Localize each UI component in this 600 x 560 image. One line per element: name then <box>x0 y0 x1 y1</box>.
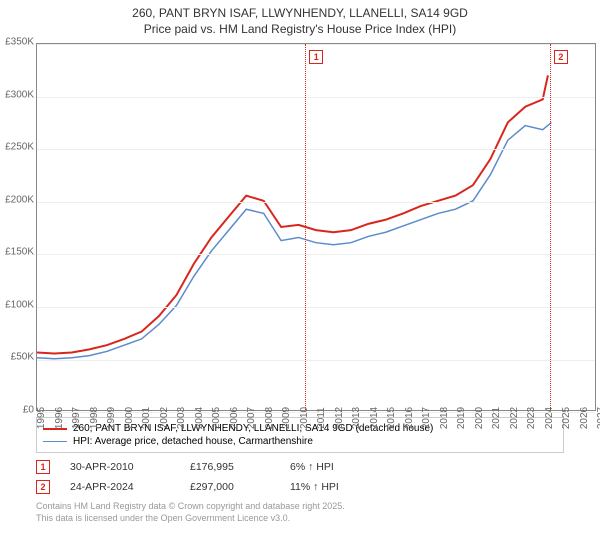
sale-marker-line-1 <box>305 44 306 410</box>
x-tick-label: 2024 <box>544 407 555 429</box>
x-tick-label: 2012 <box>334 407 345 429</box>
x-tick-label: 1999 <box>106 407 117 429</box>
legend-label-hpi: HPI: Average price, detached house, Carm… <box>73 436 313 447</box>
chart-svg <box>37 44 595 410</box>
footer-line-1: Contains HM Land Registry data © Crown c… <box>36 501 564 513</box>
sale-row-price: £176,995 <box>190 461 270 473</box>
x-tick-label: 2023 <box>526 407 537 429</box>
x-tick-label: 2011 <box>316 407 327 429</box>
sale-marker-line-2 <box>550 44 551 410</box>
x-tick-label: 2026 <box>579 407 590 429</box>
x-tick-label: 2003 <box>176 407 187 429</box>
title-line-1: 260, PANT BRYN ISAF, LLWYNHENDY, LLANELL… <box>10 6 590 22</box>
x-tick-label: 2027 <box>596 407 600 429</box>
sale-row-diff: 6% ↑ HPI <box>290 461 334 473</box>
y-tick-label: £350K <box>5 37 34 48</box>
sale-row-marker: 2 <box>36 480 50 494</box>
x-tick-label: 1997 <box>71 407 82 429</box>
sale-row: 1 30-APR-2010 £176,995 6% ↑ HPI <box>36 457 564 477</box>
y-tick-label: £0 <box>23 405 34 416</box>
x-tick-label: 2000 <box>124 407 135 429</box>
sale-marker-box-2: 2 <box>554 50 568 64</box>
footer-line-2: This data is licensed under the Open Gov… <box>36 513 564 525</box>
y-tick-label: £100K <box>5 299 34 310</box>
x-tick-label: 2009 <box>281 407 292 429</box>
chart-container: 260, PANT BRYN ISAF, LLWYNHENDY, LLANELL… <box>0 0 600 560</box>
title-block: 260, PANT BRYN ISAF, LLWYNHENDY, LLANELL… <box>0 0 600 39</box>
sale-row-date: 24-APR-2024 <box>70 481 170 493</box>
x-tick-label: 2017 <box>421 407 432 429</box>
sale-row-price: £297,000 <box>190 481 270 493</box>
y-tick-label: £200K <box>5 194 34 205</box>
x-tick-label: 2014 <box>369 407 380 429</box>
x-tick-label: 1998 <box>89 407 100 429</box>
x-tick-label: 2021 <box>491 407 502 429</box>
legend-row-hpi: HPI: Average price, detached house, Carm… <box>43 435 557 448</box>
y-tick-label: £250K <box>5 142 34 153</box>
x-tick-label: 2016 <box>404 407 415 429</box>
x-tick-label: 2019 <box>456 407 467 429</box>
sale-marker-box-1: 1 <box>309 50 323 64</box>
y-tick-label: £50K <box>11 352 34 363</box>
footer: Contains HM Land Registry data © Crown c… <box>36 501 564 524</box>
x-tick-label: 2006 <box>229 407 240 429</box>
series-line-property <box>37 76 548 354</box>
x-tick-label: 2020 <box>474 407 485 429</box>
legend-swatch-hpi <box>43 441 67 443</box>
x-tick-label: 2002 <box>159 407 170 429</box>
sale-row-marker: 1 <box>36 460 50 474</box>
x-tick-label: 2005 <box>211 407 222 429</box>
x-tick-label: 2022 <box>509 407 520 429</box>
chart-plot-area: 12 <box>36 43 596 411</box>
sale-row-diff: 11% ↑ HPI <box>290 481 339 493</box>
x-tick-label: 2010 <box>299 407 310 429</box>
y-tick-label: £150K <box>5 247 34 258</box>
series-line-hpi <box>37 123 551 359</box>
x-tick-label: 2025 <box>561 407 572 429</box>
x-tick-label: 2018 <box>439 407 450 429</box>
x-tick-label: 2004 <box>194 407 205 429</box>
y-axis: £0£50K£100K£150K£200K£250K£300K£350K <box>0 42 36 410</box>
x-tick-label: 2001 <box>141 407 152 429</box>
sale-row: 2 24-APR-2024 £297,000 11% ↑ HPI <box>36 477 564 497</box>
x-tick-label: 2013 <box>351 407 362 429</box>
x-tick-label: 2015 <box>386 407 397 429</box>
sale-row-date: 30-APR-2010 <box>70 461 170 473</box>
title-line-2: Price paid vs. HM Land Registry's House … <box>10 22 590 38</box>
sale-rows: 1 30-APR-2010 £176,995 6% ↑ HPI 2 24-APR-2024… <box>36 457 564 497</box>
x-tick-label: 2008 <box>264 407 275 429</box>
y-tick-label: £300K <box>5 89 34 100</box>
x-tick-label: 1995 <box>36 407 47 429</box>
x-tick-label: 1996 <box>54 407 65 429</box>
x-tick-label: 2007 <box>246 407 257 429</box>
